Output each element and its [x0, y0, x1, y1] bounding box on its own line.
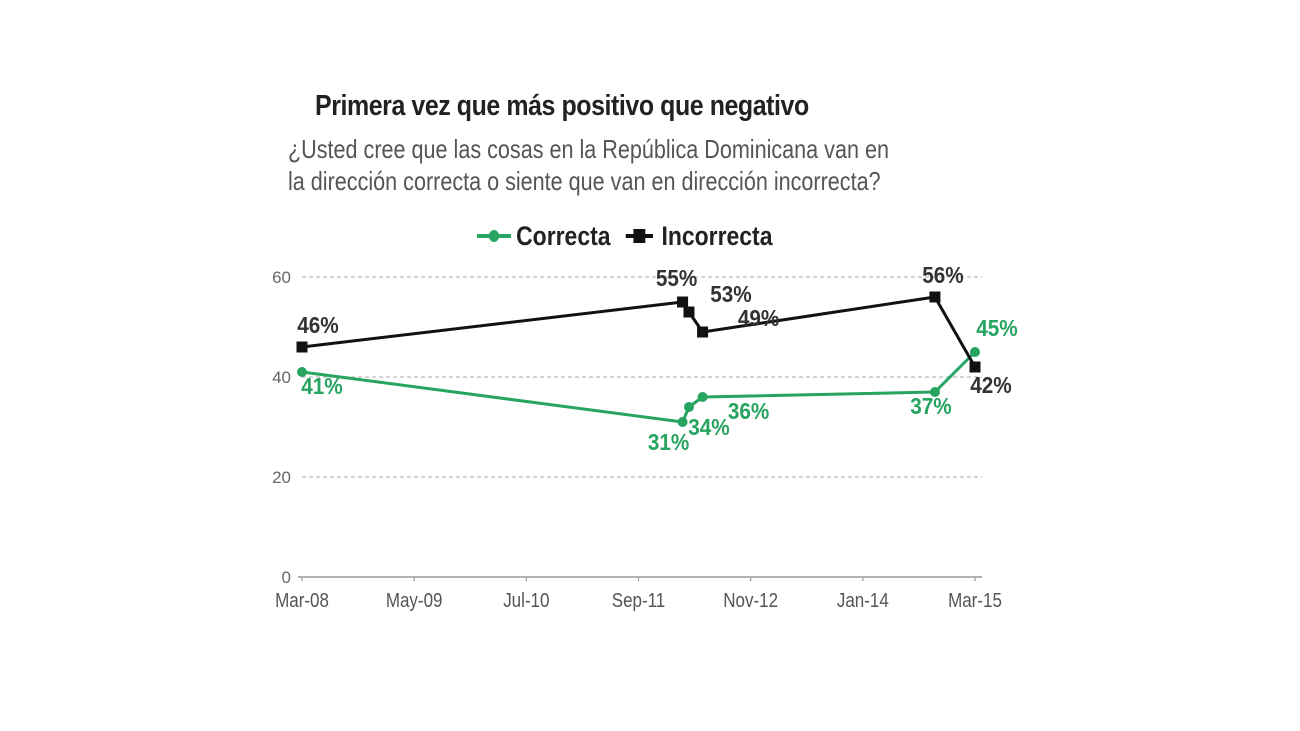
series-line-incorrecta [301, 295, 977, 368]
legend: Correcta Incorrecta [477, 220, 784, 252]
data-point-correcta [297, 367, 307, 377]
y-tick-label: 20 [272, 468, 291, 487]
x-tick-label: Nov-12 [723, 589, 778, 612]
data-label-correcta: 34% [688, 414, 729, 440]
gridlines [302, 276, 982, 478]
data-point-incorrecta [677, 296, 689, 308]
legend-swatch-incorrecta-icon [625, 229, 653, 243]
data-label-correcta: 36% [728, 398, 769, 424]
x-tick-label: Jan-14 [837, 589, 889, 612]
data-point-incorrecta [296, 341, 308, 353]
data-point-incorrecta [697, 326, 709, 338]
x-tick-label: Mar-15 [948, 589, 1002, 612]
legend-item-incorrecta: Incorrecta [622, 221, 772, 252]
series-lines [296, 291, 981, 427]
x-tick-label: Mar-08 [275, 589, 329, 612]
x-tick-label: Sep-11 [612, 589, 666, 612]
legend-label-correcta: Correcta [516, 220, 611, 251]
legend-swatch-correcta-icon [477, 230, 511, 242]
data-point-incorrecta [969, 361, 981, 373]
y-tick-label: 60 [272, 268, 291, 287]
data-label-correcta: 37% [910, 393, 951, 419]
y-tick-label: 0 [282, 568, 291, 587]
data-label-incorrecta: 53% [710, 281, 751, 307]
data-labels: 41% 31%34%36% 37% 45% 46% 55% 53%49% 56% 42% [297, 262, 1017, 455]
chart-title: Primera vez que más positivo que negativ… [315, 90, 809, 122]
data-label-incorrecta: 55% [656, 265, 697, 291]
data-point-incorrecta [683, 306, 695, 318]
data-label-incorrecta: 42% [970, 372, 1011, 398]
data-point-correcta [683, 402, 694, 412]
subtitle-line-2: la dirección correcta o siente que van e… [288, 166, 881, 196]
data-label-incorrecta: 56% [922, 262, 963, 288]
data-label-incorrecta: 49% [738, 305, 779, 331]
x-tick-label: Jul-10 [503, 589, 549, 612]
data-point-correcta [677, 417, 688, 427]
chart-subtitle: ¿Usted cree que las cosas en la Repúblic… [288, 133, 889, 197]
data-point-incorrecta [929, 291, 941, 303]
data-point-correcta [697, 392, 708, 402]
y-axis-ticks: 0 20 40 60 [272, 268, 291, 587]
subtitle-line-1: ¿Usted cree que las cosas en la Repúblic… [288, 134, 889, 164]
data-label-incorrecta: 46% [297, 312, 338, 338]
data-label-correcta: 41% [301, 373, 342, 399]
x-axis: Mar-08 May-09 Jul-10 Sep-11 Nov-12 Jan-14 Mar-… [275, 576, 1002, 612]
data-label-correcta: 45% [976, 315, 1017, 341]
legend-label-incorrecta: Incorrecta [661, 220, 773, 251]
data-point-correcta [929, 387, 940, 397]
legend-item-correcta: Correcta [477, 221, 610, 252]
data-point-correcta [970, 347, 980, 357]
series-line-correcta [301, 350, 977, 424]
y-tick-label: 40 [272, 368, 291, 387]
data-label-correcta: 31% [648, 429, 689, 455]
x-tick-label: May-09 [386, 589, 443, 612]
